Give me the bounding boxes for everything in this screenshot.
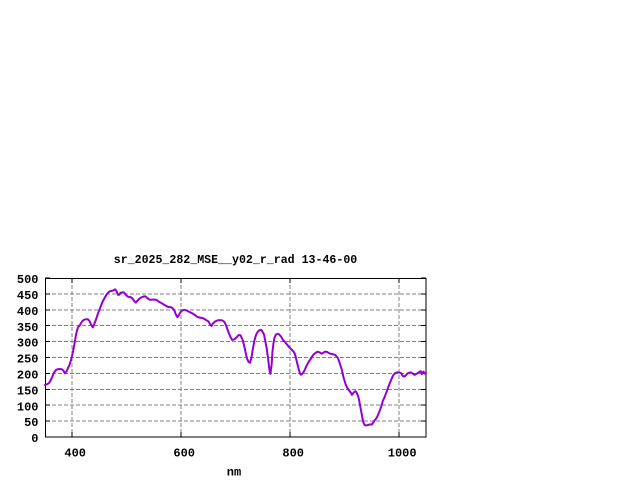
svg-text:150: 150 xyxy=(17,384,39,398)
svg-text:800: 800 xyxy=(282,447,304,461)
svg-text:450: 450 xyxy=(17,289,39,303)
svg-text:500: 500 xyxy=(17,273,39,287)
svg-text:50: 50 xyxy=(24,416,38,430)
svg-text:400: 400 xyxy=(17,305,39,319)
svg-text:100: 100 xyxy=(17,400,39,414)
svg-text:1000: 1000 xyxy=(388,447,417,461)
svg-text:0: 0 xyxy=(31,432,38,446)
svg-text:400: 400 xyxy=(64,447,86,461)
svg-text:250: 250 xyxy=(17,353,39,367)
svg-text:350: 350 xyxy=(17,321,39,335)
svg-text:200: 200 xyxy=(17,369,39,383)
svg-text:nm: nm xyxy=(227,466,241,480)
svg-text:sr_2025_282_MSE__y02_r_rad 13-: sr_2025_282_MSE__y02_r_rad 13-46-00 xyxy=(114,254,358,267)
svg-text:600: 600 xyxy=(173,447,195,461)
svg-text:300: 300 xyxy=(17,337,39,351)
